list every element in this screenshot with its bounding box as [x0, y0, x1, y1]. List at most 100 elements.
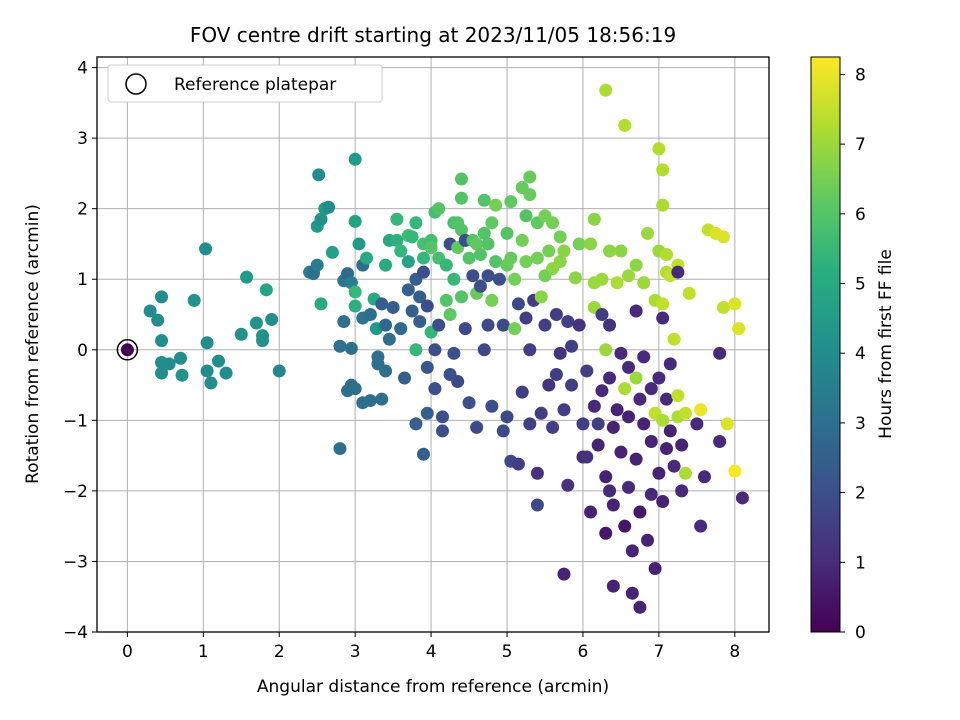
- data-point: [644, 382, 658, 396]
- data-point: [716, 230, 730, 244]
- data-point: [713, 346, 727, 360]
- data-point: [409, 343, 423, 357]
- y-tick-label: 0: [77, 341, 88, 361]
- colorbar-tick-label: 4: [855, 344, 866, 364]
- data-point: [603, 371, 617, 385]
- data-point: [603, 244, 617, 258]
- data-point: [409, 417, 423, 431]
- data-point: [508, 322, 522, 336]
- data-point: [622, 410, 636, 424]
- data-point: [405, 230, 419, 244]
- data-point: [428, 343, 442, 357]
- data-point: [325, 245, 339, 259]
- data-point: [162, 357, 176, 371]
- data-point: [447, 346, 461, 360]
- data-point: [394, 322, 408, 336]
- data-point: [637, 417, 651, 431]
- data-point: [641, 533, 655, 547]
- data-point: [720, 417, 734, 431]
- y-tick-label: 3: [77, 129, 88, 149]
- data-point: [240, 270, 254, 284]
- data-point: [644, 435, 658, 449]
- x-tick-label: 6: [578, 642, 589, 662]
- data-point: [584, 505, 598, 519]
- data-point: [435, 410, 449, 424]
- data-point: [405, 304, 419, 318]
- data-point: [534, 290, 548, 304]
- data-point: [671, 265, 685, 279]
- data-point: [496, 424, 510, 438]
- data-point: [420, 299, 434, 313]
- data-point: [519, 311, 533, 325]
- data-point: [652, 371, 666, 385]
- data-point: [413, 290, 427, 304]
- data-point: [557, 403, 571, 417]
- data-point: [219, 366, 233, 380]
- data-point: [523, 343, 537, 357]
- data-point: [375, 297, 389, 311]
- data-point: [546, 216, 560, 230]
- y-tick-label: −2: [63, 482, 88, 502]
- y-tick-label: −3: [63, 552, 88, 572]
- data-point: [199, 242, 213, 256]
- data-point: [333, 339, 347, 353]
- data-point: [401, 255, 415, 269]
- data-point: [439, 258, 453, 272]
- data-point: [187, 293, 201, 307]
- data-point: [694, 403, 708, 417]
- data-point: [694, 519, 708, 533]
- data-point: [259, 283, 273, 297]
- data-point: [348, 152, 362, 166]
- data-point: [671, 389, 685, 403]
- reference-point: [120, 343, 134, 357]
- data-point: [155, 334, 169, 348]
- data-point: [470, 237, 484, 251]
- data-point: [618, 519, 632, 533]
- data-point: [481, 269, 495, 283]
- data-point: [595, 308, 609, 322]
- data-point: [659, 248, 673, 262]
- data-point: [546, 420, 560, 434]
- data-point: [200, 364, 214, 378]
- colorbar-gradient: [810, 56, 841, 633]
- data-point: [466, 269, 480, 283]
- data-point: [511, 297, 525, 311]
- data-point: [477, 343, 491, 357]
- x-tick-label: 8: [729, 642, 740, 662]
- data-point: [530, 251, 544, 265]
- data-point: [614, 244, 628, 258]
- data-point: [572, 237, 586, 251]
- x-tick-label: 5: [502, 642, 513, 662]
- data-point: [603, 484, 617, 498]
- data-point: [485, 399, 499, 413]
- data-point: [420, 360, 434, 374]
- data-point: [413, 315, 427, 329]
- data-point: [519, 209, 533, 223]
- y-axis-title: Rotation from reference (arcmin): [23, 204, 43, 484]
- data-point: [470, 420, 484, 434]
- colorbar-title: Hours from first FF file: [876, 249, 896, 439]
- data-point: [314, 212, 328, 226]
- data-point: [622, 360, 636, 374]
- data-point: [489, 255, 503, 269]
- x-tick-label: 2: [274, 642, 285, 662]
- data-point: [606, 498, 620, 512]
- data-point: [622, 480, 636, 494]
- data-point: [656, 198, 670, 212]
- data-point: [523, 170, 537, 184]
- data-point: [272, 364, 286, 378]
- data-point: [363, 394, 377, 408]
- x-tick-label: 0: [122, 642, 133, 662]
- data-point: [473, 279, 487, 293]
- data-point: [409, 216, 423, 230]
- data-point: [360, 251, 374, 265]
- data-point: [618, 118, 632, 132]
- colorbar-tick-label: 1: [855, 553, 866, 573]
- data-point: [481, 318, 495, 332]
- x-tick-label: 4: [426, 642, 437, 662]
- data-point: [462, 396, 476, 410]
- colorbar-tick-label: 3: [855, 414, 866, 434]
- data-point: [394, 244, 408, 258]
- data-point: [663, 424, 677, 438]
- data-point: [451, 375, 465, 389]
